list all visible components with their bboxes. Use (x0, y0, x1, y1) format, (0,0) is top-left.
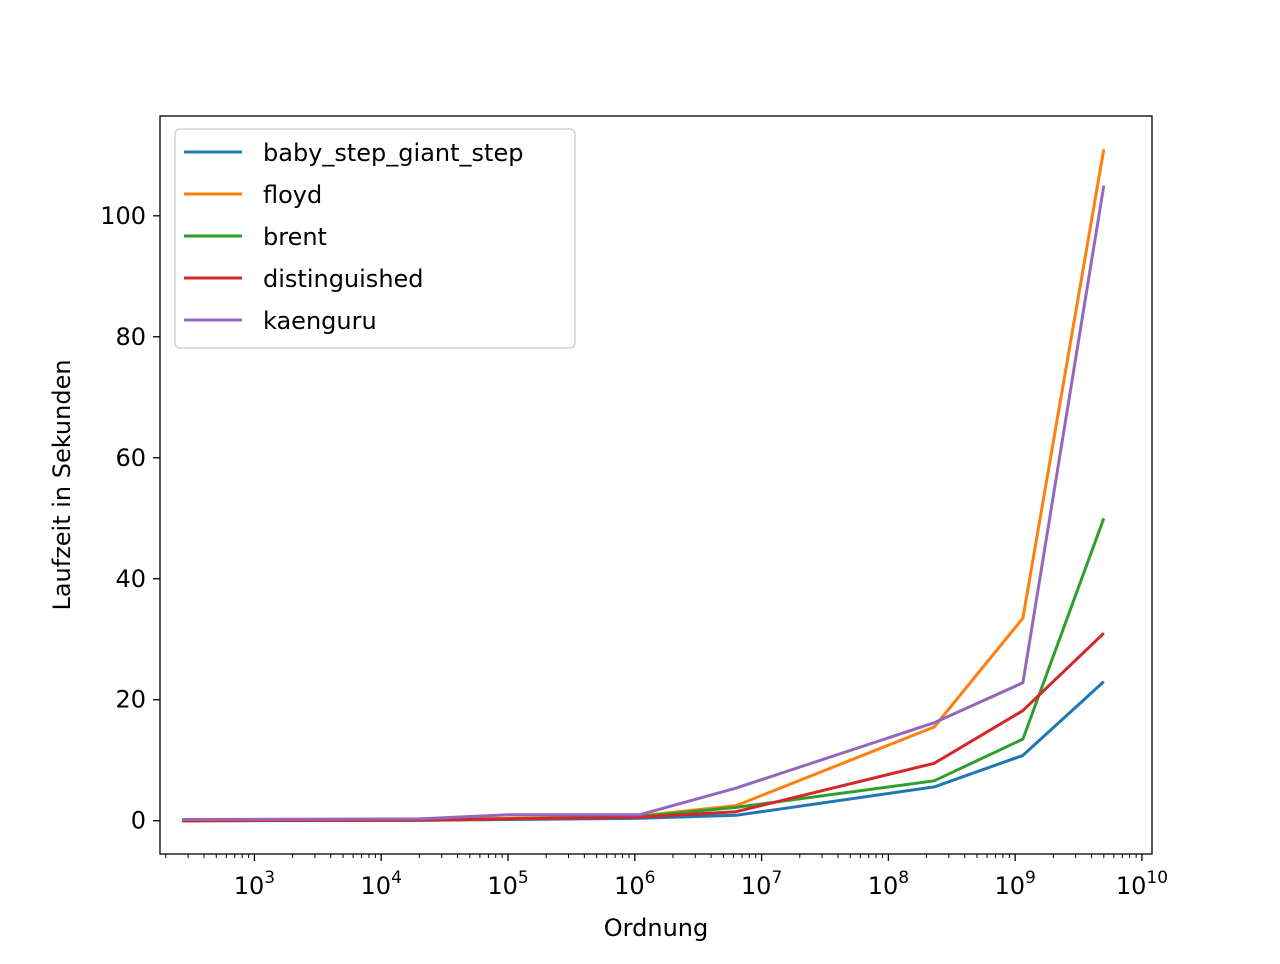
x-tick-label-exponent: 6 (645, 868, 656, 888)
y-tick-label: 0 (131, 807, 146, 835)
legend-label: floyd (263, 181, 322, 209)
legend-label: brent (263, 223, 327, 251)
x-tick-label: 104 (361, 868, 402, 900)
plot-frame (159, 115, 1153, 855)
series-line-distinguished (182, 632, 1105, 823)
y-tick-label: 80 (115, 323, 146, 351)
y-tick-label: 100 (100, 202, 146, 230)
x-tick-label-base: 10 (868, 872, 899, 900)
x-tick-label: 103 (234, 868, 275, 900)
x-tick-label: 108 (868, 868, 909, 900)
legend-label: kaenguru (263, 307, 377, 335)
series-line-kaenguru (182, 185, 1106, 821)
x-tick-label: 109 (994, 868, 1035, 900)
series-lines (182, 149, 1106, 823)
x-tick-label-exponent: 8 (898, 868, 909, 888)
x-tick-label-base: 10 (1116, 872, 1147, 900)
y-axis-label: Laufzeit in Sekunden (48, 359, 76, 610)
x-tick-label-exponent: 5 (518, 868, 529, 888)
x-tick-label: 107 (741, 868, 782, 900)
legend-label: baby_step_giant_step (263, 139, 523, 167)
x-tick-label-base: 10 (741, 872, 772, 900)
x-tick-label-base: 10 (487, 872, 518, 900)
y-tick-label: 20 (115, 686, 146, 714)
x-tick-label: 1010 (1116, 868, 1168, 900)
x-tick-label-base: 10 (994, 872, 1025, 900)
x-tick-label: 106 (614, 868, 655, 900)
x-tick-label-base: 10 (361, 872, 392, 900)
legend-box (174, 128, 576, 349)
x-tick-label-exponent: 9 (1025, 868, 1036, 888)
x-tick-label-base: 10 (234, 872, 265, 900)
legend-label: distinguished (263, 265, 424, 293)
y-tick-label: 40 (115, 565, 146, 593)
x-axis-label: Ordnung (604, 914, 708, 942)
y-tick-label: 60 (115, 444, 146, 472)
x-tick-label-base: 10 (614, 872, 645, 900)
x-tick-label-exponent: 3 (264, 868, 275, 888)
x-tick-label-exponent: 10 (1146, 868, 1168, 888)
x-tick-label-exponent: 4 (391, 868, 402, 888)
x-tick-label-exponent: 7 (771, 868, 782, 888)
x-tick-label: 105 (487, 868, 528, 900)
